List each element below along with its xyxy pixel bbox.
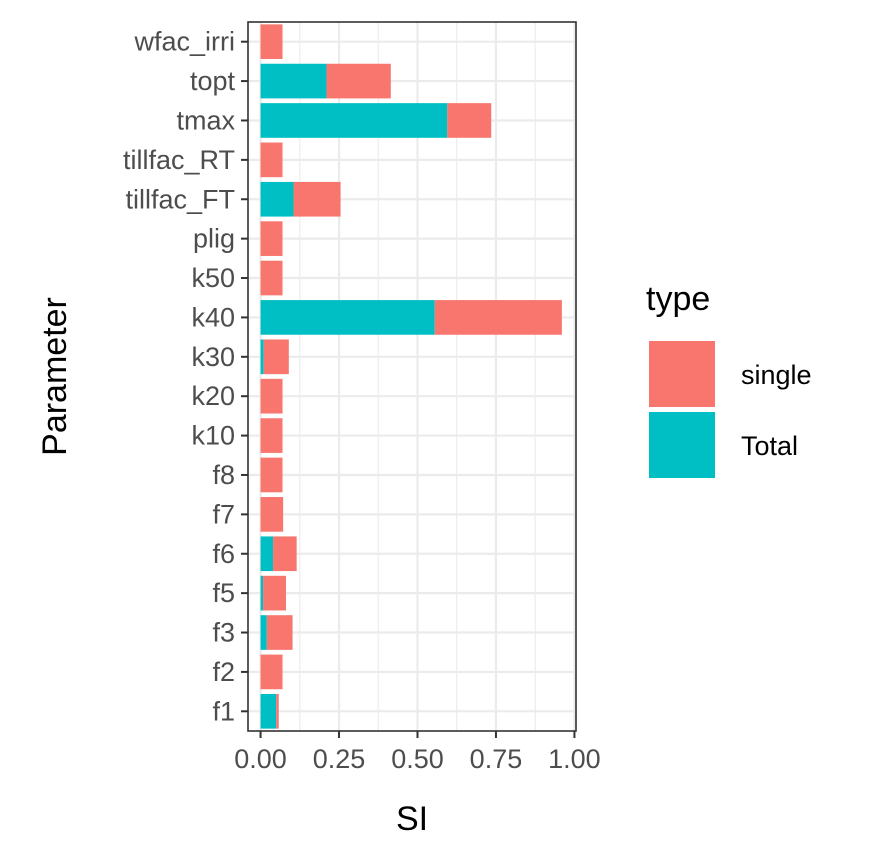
bar-total-f6: [260, 536, 274, 572]
bar-single-wfac-irri: [260, 24, 283, 60]
y-tick-label: f1: [212, 696, 235, 726]
y-tick-label: plig: [193, 224, 235, 254]
bar-total-topt: [260, 63, 327, 99]
panel-border: [247, 21, 577, 732]
bar-total-k30: [260, 339, 264, 375]
bar-single-plig: [260, 221, 283, 256]
bar-single-tmax: [447, 103, 492, 138]
bar-single-f3: [266, 615, 293, 650]
x-tick-label: 0.50: [391, 744, 444, 774]
bar-total-f5: [260, 575, 264, 611]
legend-label-single: single: [741, 360, 812, 390]
y-tick-label: tillfac_FT: [125, 184, 235, 214]
y-tick-label: f6: [212, 539, 235, 569]
bar-single-f7: [260, 497, 284, 532]
legend: type single Total: [646, 280, 812, 478]
y-tick-label: wfac_irri: [133, 27, 235, 57]
y-tick-label: topt: [190, 66, 236, 96]
x-tick-label: 0.75: [470, 744, 523, 774]
bar-single-k40: [434, 300, 562, 335]
y-tick-label: k40: [191, 302, 235, 332]
y-tick-label: f7: [212, 499, 235, 529]
y-tick-label: k30: [191, 342, 235, 372]
y-tick-label: f2: [212, 657, 235, 687]
bar-single-f8: [260, 457, 283, 493]
x-tick-label: 0.00: [234, 744, 287, 774]
x-axis: 0.00 0.25 0.50 0.75 1.00: [234, 731, 601, 774]
x-tick-label: 0.25: [313, 744, 366, 774]
bar-single-k50: [260, 260, 283, 296]
legend-title: type: [646, 280, 710, 318]
bar-single-k30: [263, 339, 289, 375]
bar-total-tillfac-ft: [260, 181, 294, 217]
y-tick-label: k50: [191, 263, 235, 293]
y-tick-label: f8: [212, 460, 235, 490]
bar-single-f2: [260, 654, 283, 690]
y-tick-label: tmax: [176, 105, 235, 135]
bar-single-f1: [276, 693, 279, 729]
y-tick-label: k10: [191, 421, 235, 451]
bar-total-tmax: [260, 103, 448, 138]
bar-single-f5: [263, 575, 286, 611]
y-tick-label: f3: [212, 618, 235, 648]
y-tick-label: k20: [191, 381, 235, 411]
x-axis-title: SI: [396, 800, 428, 838]
bar-single-k10: [260, 418, 283, 453]
legend-swatch-single: [649, 341, 715, 407]
x-tick-label: 1.00: [548, 744, 601, 774]
legend-label-total: Total: [741, 431, 798, 461]
y-tick-label: f5: [212, 578, 235, 608]
bar-single-tillfac-rt: [260, 142, 283, 178]
y-tick-label: tillfac_RT: [123, 145, 235, 175]
bar-total-f3: [260, 615, 267, 650]
grid-lines: [248, 22, 576, 731]
bar-single-k20: [260, 378, 283, 414]
legend-swatch-total: [649, 412, 715, 478]
bar-total-f1: [260, 693, 277, 729]
bars: [260, 24, 562, 729]
bar-single-tillfac-ft: [293, 181, 341, 217]
y-axis-title: Parameter: [36, 297, 74, 456]
bar-single-topt: [326, 63, 391, 99]
bar-total-k40: [260, 300, 435, 335]
bar-single-f6: [273, 536, 297, 572]
